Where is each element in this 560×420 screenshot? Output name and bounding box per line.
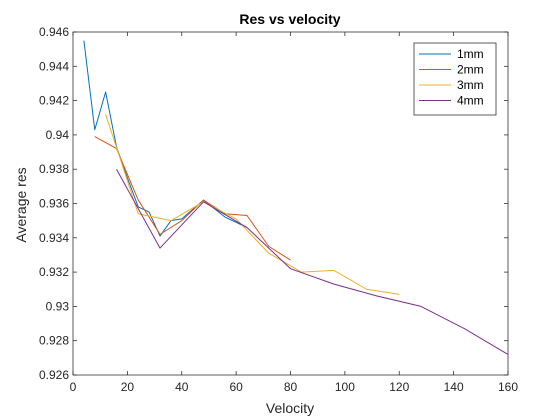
y-tick-label: 0.93 [46,299,70,313]
y-tick-label: 0.936 [39,197,69,211]
legend-label-1mm: 1mm [457,47,484,61]
legend-label-3mm: 3mm [457,78,484,92]
y-tick-label: 0.938 [39,162,69,176]
series-line-3mm [105,114,400,295]
legend-label-4mm: 4mm [457,94,484,108]
x-tick-label: 60 [229,380,243,394]
y-axis-label: Average res [13,167,29,242]
x-tick-label: 160 [498,380,518,394]
y-tick-label: 0.942 [39,94,69,108]
x-tick-label: 80 [284,380,298,394]
legend-box [413,42,497,116]
x-tick-label: 100 [335,380,355,394]
y-axis-ticks: 0.926 0.928 0.93 0.932 0.934 0.936 0.938 0.94 0.… [39,25,508,382]
series-layer [83,40,509,355]
series-line-4mm [116,168,509,355]
y-tick-label: 0.928 [39,334,69,348]
x-tick-label: 140 [444,380,464,394]
y-tick-label: 0.946 [39,25,69,39]
x-axis-label: Velocity [266,400,314,416]
y-tick-label: 0.94 [46,128,70,142]
y-tick-label: 0.926 [39,368,69,382]
series-line-2mm [94,136,291,261]
x-tick-label: 40 [175,380,189,394]
y-tick-label: 0.932 [39,265,69,279]
chart-title: Res vs velocity [239,11,340,27]
y-tick-label: 0.934 [39,231,69,245]
x-axis-ticks: 0 20 40 60 80 100 120 140 160 [70,32,518,394]
x-tick-label: 0 [70,380,77,394]
x-tick-label: 120 [389,380,409,394]
y-tick-label: 0.944 [39,59,69,73]
legend-label-2mm: 2mm [457,63,484,77]
x-tick-label: 20 [121,380,135,394]
